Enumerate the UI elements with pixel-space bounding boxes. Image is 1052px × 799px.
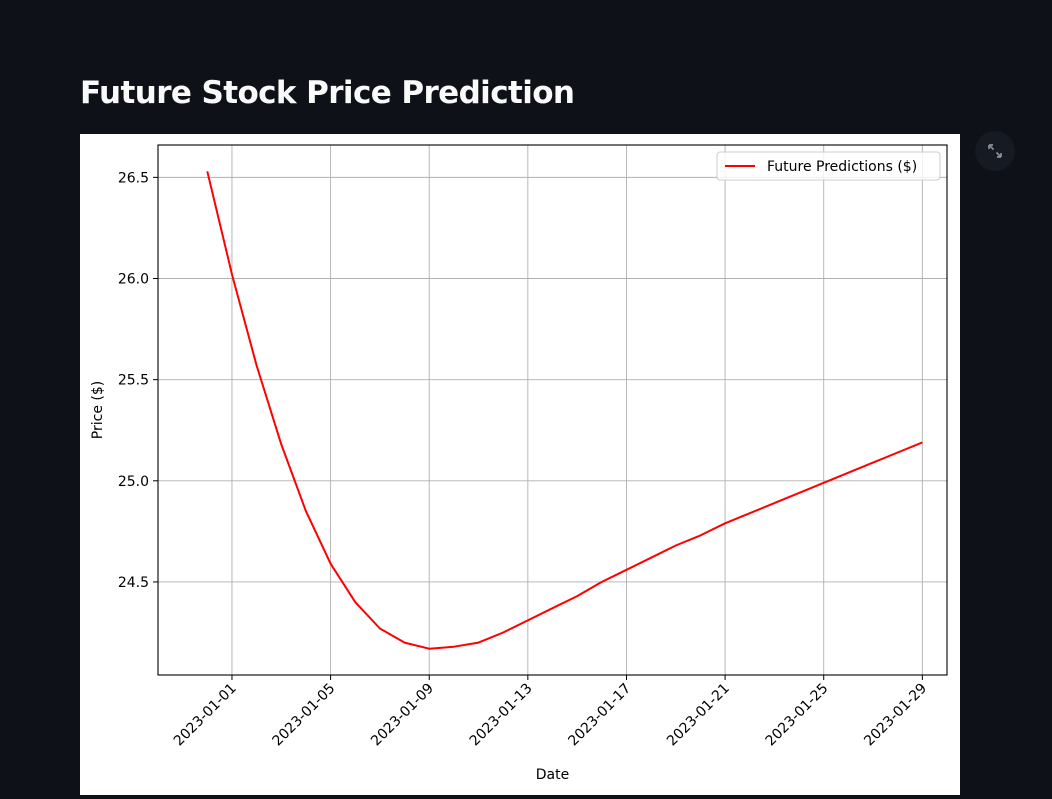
x-tick-label: 2023-01-29: [861, 681, 930, 750]
y-axis-ticks: 24.5 25.0 25.5 26.0 26.5: [118, 170, 158, 591]
series-line: [206, 171, 923, 650]
fullscreen-button[interactable]: [975, 131, 1015, 171]
y-tick-label: 26.0: [118, 272, 149, 288]
x-tick-label: 2023-01-05: [270, 681, 339, 750]
y-tick-label: 25.5: [118, 373, 149, 389]
y-tick-label: 26.5: [118, 170, 149, 186]
x-tick-label: 2023-01-01: [171, 681, 240, 750]
x-tick-label: 2023-01-13: [467, 681, 536, 750]
x-axis-ticks: 2023-01-01 2023-01-05 2023-01-09 2023-01-13…: [171, 675, 930, 749]
y-tick-label: 25.0: [118, 474, 149, 490]
x-tick-label: 2023-01-17: [565, 681, 634, 750]
chart-figure: 2023-01-01 2023-01-05 2023-01-09 2023-01-13…: [80, 134, 960, 795]
x-axis-label: Date: [536, 767, 569, 783]
y-tick-label: 24.5: [118, 575, 149, 591]
expand-arrows-icon: [988, 144, 1002, 158]
legend-box: [716, 151, 941, 181]
line-chart: 2023-01-01 2023-01-05 2023-01-09 2023-01-13…: [90, 144, 948, 783]
x-tick-label: 2023-01-25: [763, 681, 832, 750]
y-axis-label: Price ($): [90, 381, 106, 439]
page-title: Future Stock Price Prediction: [80, 75, 575, 111]
legend: Future Predictions ($): [716, 151, 941, 181]
grid-lines: [158, 145, 947, 675]
series-lines: [206, 171, 923, 650]
legend-label: Future Predictions ($): [767, 159, 917, 175]
x-tick-label: 2023-01-09: [368, 681, 437, 750]
plot-frame: [157, 144, 948, 676]
x-tick-label: 2023-01-21: [664, 681, 733, 750]
